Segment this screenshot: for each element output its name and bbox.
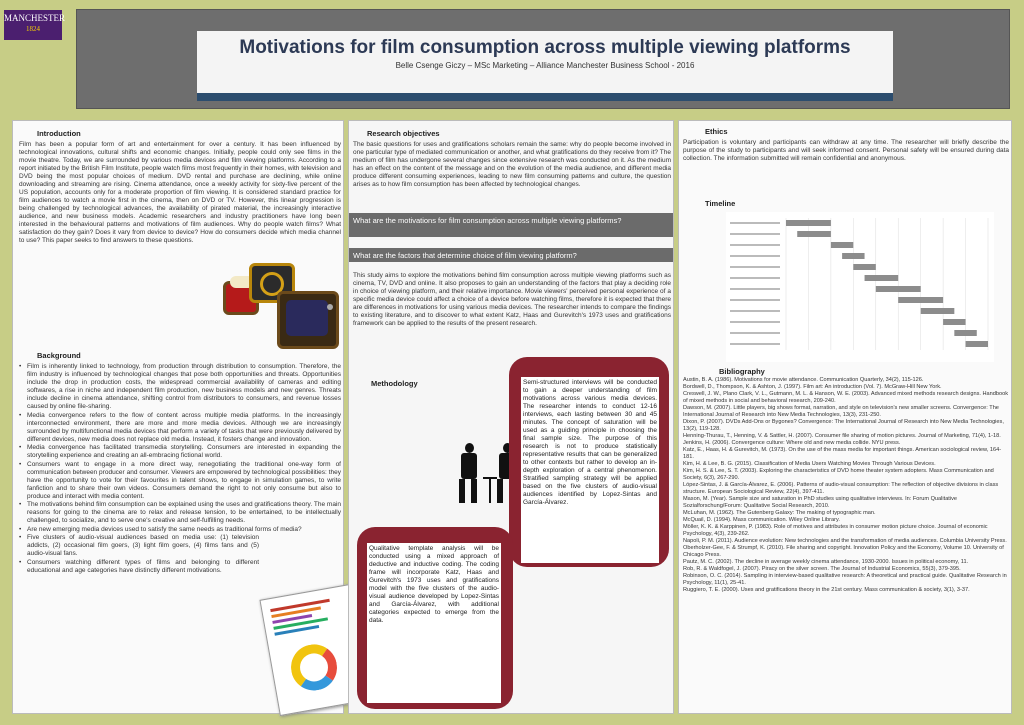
left-panel: Introduction Film has been a popular for… [12, 120, 371, 717]
ethics-text: Participation is voluntary and participa… [683, 139, 1009, 162]
research-question-1: What are the motivations for film consum… [349, 213, 673, 237]
research-objectives-heading: Research objectives [367, 129, 440, 138]
background-item: Consumers watching different types of fi… [19, 559, 259, 575]
bibliography-entry: Kim, H. S. & Lee, S. T. (2003). Explorin… [683, 468, 994, 481]
bibliography-entry: López-Sintas, J. & García-Álvarez, E. (2… [683, 482, 999, 495]
background-item: Are new emerging media devices used to s… [19, 526, 341, 534]
interviews-text: Semi-structured interviews will be condu… [521, 377, 659, 563]
timeline-task-label [730, 244, 780, 246]
bibliography-entry: Bordwell, D., Thompson, K. & Ashton, J. … [683, 384, 942, 390]
university-logo: MANCHESTER 1824 [4, 10, 66, 40]
study-aim-text: This study aims to explore the motivatio… [353, 272, 671, 327]
timeline-task-label [730, 288, 780, 290]
bibliography-entry: Pautz, M. C. (2002). The decline in aver… [683, 559, 969, 565]
timeline-chart [726, 212, 994, 362]
bibliography-entry: Ruggiero, T. E. (2000). Uses and gratifi… [683, 587, 970, 593]
bibliography-entry: Creswell, J. W., Plano Clark, V. L., Gut… [683, 391, 1009, 404]
background-item: Media convergence refers to the flow of … [19, 412, 341, 444]
background-item: The motivations behind film consumption … [19, 501, 341, 525]
research-objectives-text: The basic questions for uses and gratifi… [353, 141, 671, 188]
timeline-bar [875, 286, 921, 292]
introduction-text: Film has been a popular form of art and … [19, 141, 341, 244]
bibliography-entry: Oberholzer-Gee, F. & Strumpf, K. (2010).… [683, 545, 1004, 558]
bibliography-entry: Henning-Thurau, T., Henning, V. & Sattle… [683, 433, 1001, 439]
bibliography-entry: Mason, M. (Year). Sample size and satura… [683, 496, 958, 509]
timeline-heading: Timeline [705, 199, 736, 208]
timeline-task-label [730, 277, 780, 279]
bibliography-entry: Katz, E., Haas, H. & Gurevitch, M. (1973… [683, 447, 1002, 460]
logo-line1: MANCHESTER [4, 13, 66, 23]
timeline-bar [842, 253, 865, 259]
timeline-bar [830, 242, 854, 248]
bibliography-entry: McLuhan, M. (1962). The Gutenberg Galaxy… [683, 510, 876, 516]
timeline-bar [797, 231, 831, 237]
background-item: Five clusters of audio-visual audiences … [19, 534, 259, 558]
methodology-heading: Methodology [371, 379, 418, 388]
bibliography-heading: Bibliography [719, 367, 765, 376]
timeline-task-label [730, 321, 780, 323]
research-question-2: What are the factors that determine choi… [349, 248, 673, 262]
timeline-bar [864, 275, 899, 281]
ethics-heading: Ethics [705, 127, 728, 136]
timeline-task-label [730, 255, 780, 257]
timeline-bar [786, 220, 831, 226]
retro-tv-icon [277, 291, 339, 349]
bibliography-entry: Rob, R. & Waldfogel, J. (2007). Piracy o… [683, 566, 961, 572]
middle-panel: Research objectives The basic questions … [348, 120, 674, 714]
bibliography-entry: Robinson, O. C. (2014). Sampling in inte… [683, 573, 1007, 586]
timeline-task-label [730, 222, 780, 224]
timeline-bar [954, 330, 977, 336]
background-heading: Background [37, 351, 81, 360]
bibliography-entry: Kim, H. & Lee, B. G. (2015). Classificat… [683, 461, 936, 467]
timeline-svg [730, 218, 989, 350]
timeline-task-label [730, 233, 780, 235]
poster-subtitle: Belle Csenge Giczy – MSc Marketing – All… [395, 61, 695, 70]
bibliography-entry: Möller, K. K. & Karppinen, P. (1983). Ro… [683, 524, 988, 537]
poster-header: Motivations for film consumption across … [76, 9, 1010, 109]
bibliography-entry: Napoli, P. M. (2011). Audience evolution… [683, 538, 1007, 544]
bibliography-entry: Dawson, M. (2007). Little players, big s… [683, 405, 999, 418]
bibliography-list: Austin, B. A. (1986). Motivations for mo… [683, 377, 1009, 711]
film-images [223, 261, 341, 353]
header-stripe [197, 93, 893, 101]
background-item: Film is inherently linked to technology,… [19, 363, 341, 411]
timeline-bar [943, 319, 966, 325]
background-item: Media convergence has facilitated transm… [19, 444, 341, 460]
header-title-box: Motivations for film consumption across … [197, 31, 893, 93]
background-item: Consumers want to engage in a more direc… [19, 461, 341, 501]
timeline-bar [920, 308, 955, 314]
analysis-text: Qualitative template analysis will be co… [367, 543, 501, 703]
timeline-bar [965, 341, 988, 347]
bibliography-entry: Dixon, P. (2007). DVDs Add-Ons or Bygone… [683, 419, 1004, 432]
timeline-task-label [730, 310, 780, 312]
timeline-task-label [730, 343, 780, 345]
timeline-bar [898, 297, 944, 303]
bibliography-entry: Jenkins, H. (2006). Convergence culture:… [683, 440, 901, 446]
timeline-bar [853, 264, 876, 270]
timeline-task-label [730, 299, 780, 301]
background-list: Film is inherently linked to technology,… [19, 363, 341, 633]
right-panel: Ethics Participation is voluntary and pa… [678, 120, 1012, 714]
bibliography-entry: McQuail, D. (1994). Mass communication. … [683, 517, 840, 523]
poster-title: Motivations for film consumption across … [239, 37, 851, 58]
logo-line2: 1824 [26, 25, 40, 33]
timeline-task-label [730, 332, 780, 334]
bibliography-entry: Austin, B. A. (1986). Motivations for mo… [683, 377, 924, 383]
introduction-heading: Introduction [37, 129, 81, 138]
timeline-task-label [730, 266, 780, 268]
